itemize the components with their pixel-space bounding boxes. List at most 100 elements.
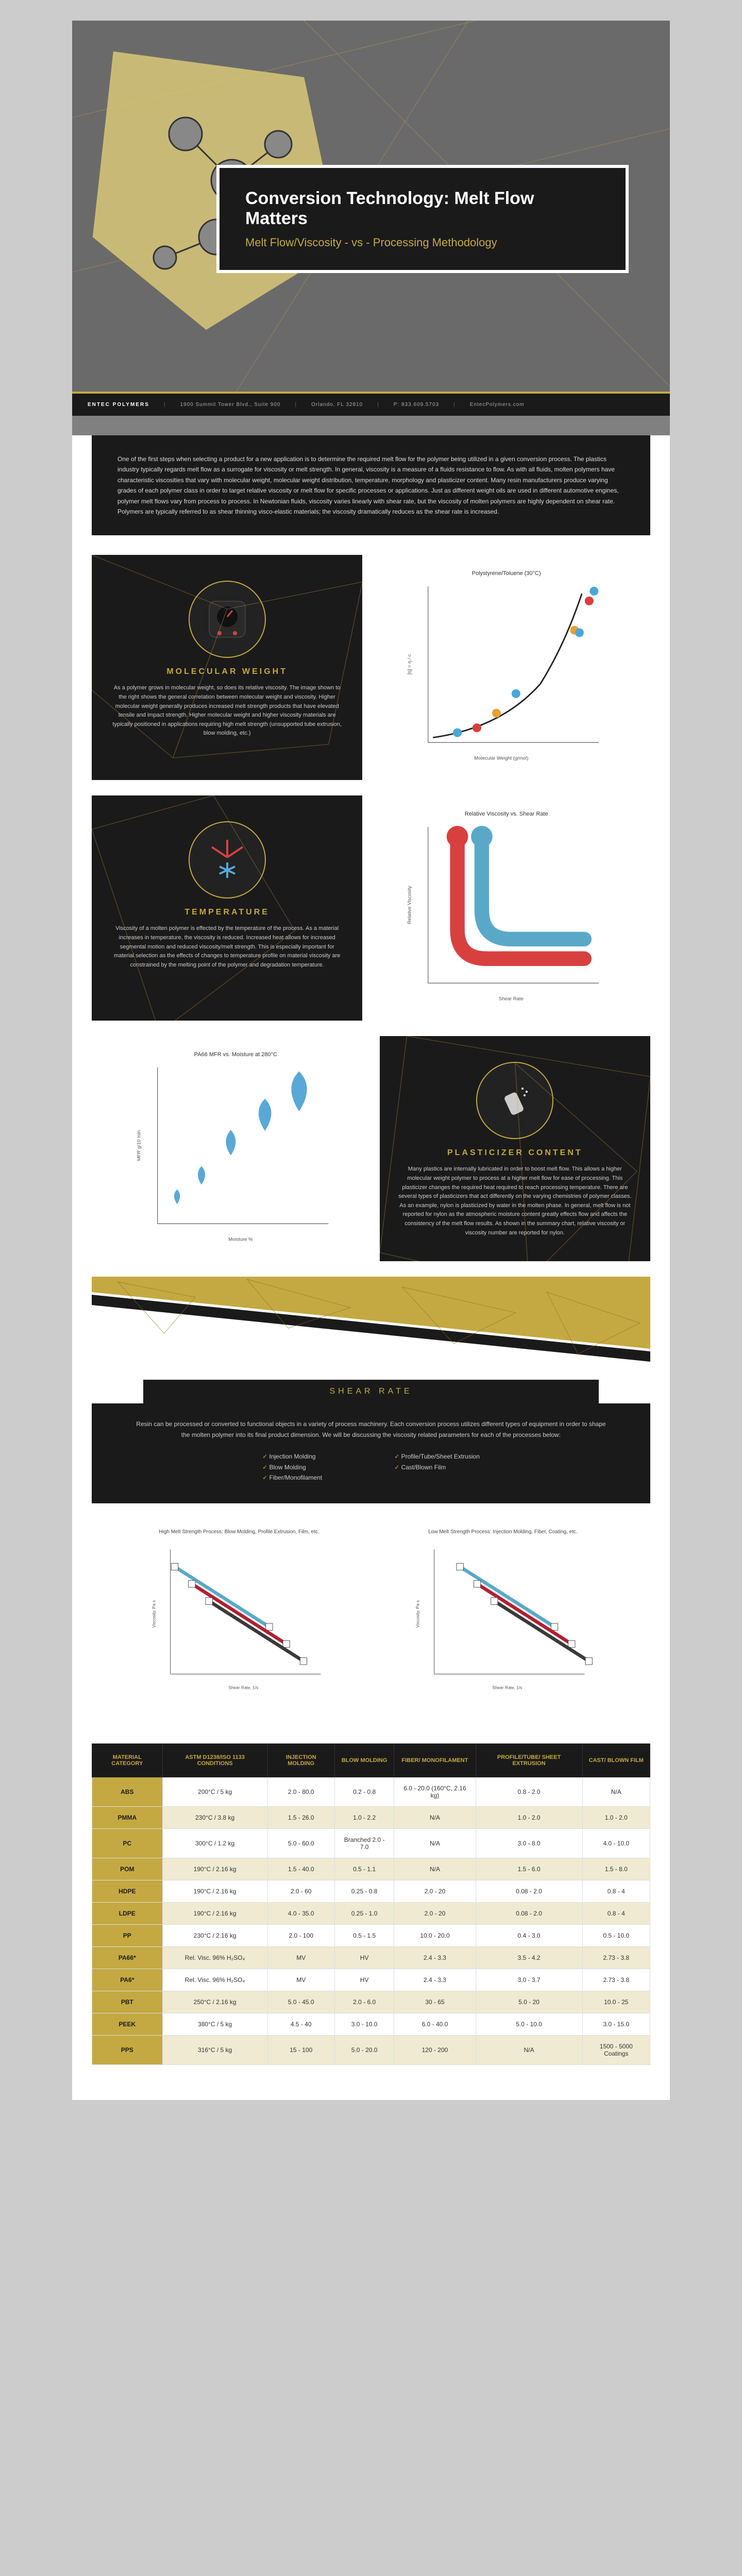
table-cell: 2.0 - 20 xyxy=(394,1880,476,1903)
table-cell: HDPE xyxy=(92,1880,163,1903)
series-line xyxy=(192,1584,286,1645)
table-cell: Rel. Visc. 96% H₂SO₄ xyxy=(162,1947,267,1969)
table-header: PROFILE/TUBE/ SHEET EXTRUSION xyxy=(476,1744,582,1777)
table-row: PBT250°C / 2.16 kg5.0 - 45.02.0 - 6.030 … xyxy=(92,1991,650,2013)
table-cell: 2.73 - 3.8 xyxy=(582,1969,650,1991)
hero-title-box: Conversion Technology: Melt Flow Matters… xyxy=(216,165,629,273)
shear-section: SHEAR RATE Resin can be processed or con… xyxy=(92,1277,650,1724)
table-cell: 1.5 - 6.0 xyxy=(476,1858,582,1880)
shear-title: SHEAR RATE xyxy=(329,1387,412,1396)
table-cell: PEEK xyxy=(92,2013,163,2036)
table-cell: 120 - 200 xyxy=(394,2036,476,2065)
svg-text:Viscosity, Pa s: Viscosity, Pa s xyxy=(415,1600,420,1628)
table-cell: 30 - 65 xyxy=(394,1991,476,2013)
data-point xyxy=(590,587,599,596)
table-cell: N/A xyxy=(476,2036,582,2065)
svg-text:Shear Rate: Shear Rate xyxy=(499,996,524,1002)
table-cell: 4.0 - 35.0 xyxy=(267,1903,334,1925)
table-cell: 15 - 100 xyxy=(267,2036,334,2065)
temp-chart: Relative Viscosity vs. Shear Rate Shear … xyxy=(362,795,650,1021)
process-item: Profile/Tube/Sheet Extrusion xyxy=(394,1451,480,1462)
process-item: Fiber/Monofilament xyxy=(262,1472,322,1483)
table-cell: 4.5 - 40 xyxy=(267,2013,334,2036)
material-table: MATERIAL CATEGORYASTM D1238/ISO 1133 CON… xyxy=(92,1743,650,2065)
table-cell: 3.0 - 15.0 xyxy=(582,2013,650,2036)
table-cell: N/A xyxy=(582,1777,650,1807)
table-header: BLOW MOLDING xyxy=(334,1744,394,1777)
intro-paragraph: One of the first steps when selecting a … xyxy=(92,435,650,535)
svg-text:MFR g/10 min: MFR g/10 min xyxy=(137,1130,142,1161)
svg-text:Viscosity, Pa s: Viscosity, Pa s xyxy=(151,1600,157,1628)
table-header: INJECTION MOLDING xyxy=(267,1744,334,1777)
table-row: PA66*Rel. Visc. 96% H₂SO₄MVHV2.4 - 3.33.… xyxy=(92,1947,650,1969)
footer-site: EntecPolymers.com xyxy=(470,402,525,408)
table-cell: 0.4 - 3.0 xyxy=(476,1925,582,1947)
table-cell: 3.0 - 10.0 xyxy=(334,2013,394,2036)
footer-phone: P: 833.609.5703 xyxy=(394,402,439,408)
process-list: Injection MoldingBlow MoldingFiber/Monof… xyxy=(133,1451,609,1483)
svg-text:Shear Rate, 1/s: Shear Rate, 1/s xyxy=(228,1685,258,1690)
table-header: MATERIAL CATEGORY xyxy=(92,1744,163,1777)
table-cell: 2.0 - 80.0 xyxy=(267,1777,334,1807)
table-cell: 6.0 - 40.0 xyxy=(394,2013,476,2036)
table-cell: 1.5 - 26.0 xyxy=(267,1807,334,1829)
mw-chart: Polystyrene/Toluene (30°C) Molecular Wei… xyxy=(362,555,650,780)
table-cell: 5.0 - 20.0 xyxy=(334,2036,394,2065)
table-cell: 230°C / 3.8 kg xyxy=(162,1807,267,1829)
table-row: PC300°C / 1.2 kg5.0 - 60.0Branched 2.0 -… xyxy=(92,1829,650,1858)
table-cell: ABS xyxy=(92,1777,163,1807)
table-cell: 1.0 - 2.0 xyxy=(476,1807,582,1829)
table-cell: 300°C / 1.2 kg xyxy=(162,1829,267,1858)
data-point xyxy=(473,724,481,733)
svg-text:Shear Rate, 1/s: Shear Rate, 1/s xyxy=(492,1685,522,1690)
table-cell: POM xyxy=(92,1858,163,1880)
data-point xyxy=(492,709,501,718)
table-cell: 0.25 - 1.0 xyxy=(334,1903,394,1925)
table-cell: 2.4 - 3.3 xyxy=(394,1947,476,1969)
series-line xyxy=(460,1567,554,1627)
table-cell: 1.5 - 8.0 xyxy=(582,1858,650,1880)
svg-text:Relative Viscosity: Relative Viscosity xyxy=(407,886,413,924)
table-cell: HV xyxy=(334,1969,394,1991)
temp-body: Viscosity of a molten polymer is effecte… xyxy=(110,924,344,970)
table-cell: 2.0 - 60 xyxy=(267,1880,334,1903)
table-cell: 0.8 - 4 xyxy=(582,1880,650,1903)
table-cell: 1500 - 5000 Coatings xyxy=(582,2036,650,2065)
table-cell: MV xyxy=(267,1969,334,1991)
table-cell: Branched 2.0 - 7.0 xyxy=(334,1829,394,1858)
table-row: PPS316°C / 5 kg15 - 1005.0 - 20.0120 - 2… xyxy=(92,2036,650,2065)
table-header: CAST/ BLOWN FILM xyxy=(582,1744,650,1777)
footer-address: 1900 Summit Tower Blvd., Suite 900 xyxy=(180,402,280,408)
table-row: HDPE190°C / 2.16 kg2.0 - 600.25 - 0.82.0… xyxy=(92,1880,650,1903)
plast-chart: PA66 MFR vs. Moisture at 280°C Moisture … xyxy=(92,1036,380,1261)
table-cell: 3.0 - 3.7 xyxy=(476,1969,582,1991)
table-cell: 5.0 - 45.0 xyxy=(267,1991,334,2013)
table-cell: 190°C / 2.16 kg xyxy=(162,1880,267,1903)
process-item: Cast/Blown Film xyxy=(394,1462,480,1472)
table-cell: 380°C / 5 kg xyxy=(162,2013,267,2036)
table-cell: 0.08 - 2.0 xyxy=(476,1880,582,1903)
plast-title: PLASTICIZER CONTENT xyxy=(398,1148,632,1158)
table-cell: 4.0 - 10.0 xyxy=(582,1829,650,1858)
table-cell: 0.25 - 0.8 xyxy=(334,1880,394,1903)
table-cell: 3.5 - 4.2 xyxy=(476,1947,582,1969)
table-cell: 230°C / 2.16 kg xyxy=(162,1925,267,1947)
shear-banner-icon xyxy=(92,1277,650,1380)
data-point xyxy=(512,689,520,698)
table-cell: 0.8 - 4 xyxy=(582,1903,650,1925)
table-cell: 2.4 - 3.3 xyxy=(394,1969,476,1991)
table-row: PA6*Rel. Visc. 96% H₂SO₄MVHV2.4 - 3.33.0… xyxy=(92,1969,650,1991)
svg-text:[η] = η / c: [η] = η / c xyxy=(407,654,413,674)
table-cell: 10.0 - 25 xyxy=(582,1991,650,2013)
shear-chart-low: Low Melt Strength Process: Injection Mol… xyxy=(371,1519,635,1708)
footer-city: Orlando, FL 32810 xyxy=(311,402,363,408)
temp-chart-title: Relative Viscosity vs. Shear Rate xyxy=(378,811,635,817)
shear-body: Resin can be processed or converted to f… xyxy=(133,1419,609,1440)
shear-chart-high: High Melt Strength Process: Blow Molding… xyxy=(107,1519,371,1708)
table-cell: 1.5 - 40.0 xyxy=(267,1858,334,1880)
temperature-card: TEMPERATURE Viscosity of a molten polyme… xyxy=(92,795,362,1021)
table-cell: PP xyxy=(92,1925,163,1947)
table-cell: 0.2 - 0.8 xyxy=(334,1777,394,1807)
hero: Conversion Technology: Melt Flow Matters… xyxy=(72,21,670,392)
svg-text:Moisture %: Moisture % xyxy=(228,1237,253,1243)
